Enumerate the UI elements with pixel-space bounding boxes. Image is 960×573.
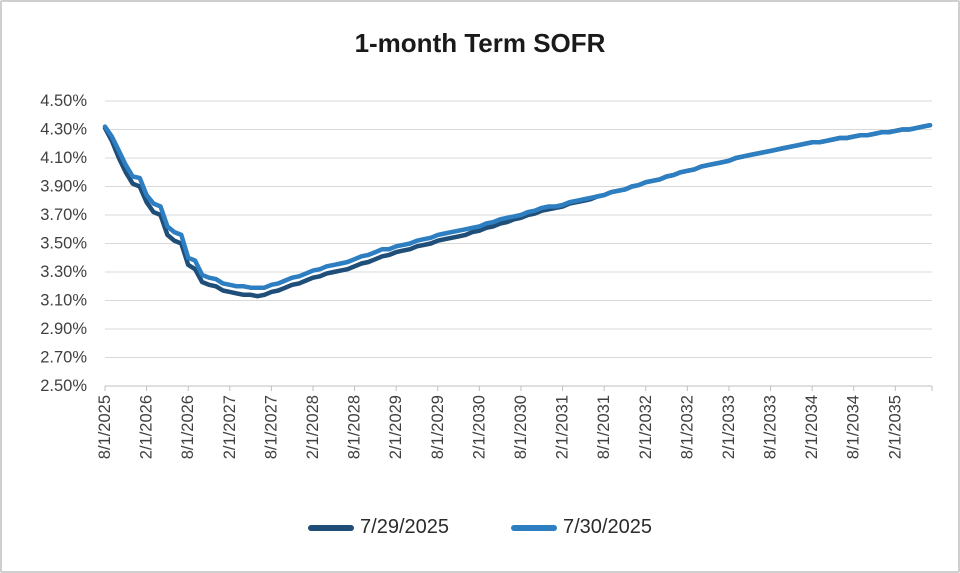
x-axis-label: 2/1/2032 xyxy=(637,395,655,459)
legend: 7/29/2025 7/30/2025 xyxy=(2,516,958,539)
chart-title: 1-month Term SOFR xyxy=(354,28,606,58)
x-axis-label: 8/1/2028 xyxy=(346,395,364,459)
x-axis-label: 2/1/2030 xyxy=(470,395,488,459)
y-axis-label: 4.10% xyxy=(40,149,87,167)
y-axis-label: 4.30% xyxy=(40,121,87,139)
x-axis-label: 8/1/2029 xyxy=(429,395,447,459)
x-axis-label: 8/1/2025 xyxy=(96,395,114,459)
legend-item-7-30-2025: 7/30/2025 xyxy=(511,516,652,539)
y-axis-label: 2.70% xyxy=(40,349,87,367)
legend-item-7-29-2025: 7/29/2025 xyxy=(308,516,449,539)
x-axis-label: 2/1/2033 xyxy=(720,395,738,459)
x-axis-label: 8/1/2031 xyxy=(595,395,613,459)
x-axis-label: 2/1/2029 xyxy=(387,395,405,459)
y-axis-label: 2.90% xyxy=(40,320,87,338)
x-axis-label: 8/1/2030 xyxy=(512,395,530,459)
y-axis-label: 3.90% xyxy=(40,178,87,196)
x-axis-label: 2/1/2026 xyxy=(138,395,156,459)
x-axis-label: 8/1/2027 xyxy=(262,395,280,459)
legend-swatch-dark-blue xyxy=(308,524,355,531)
legend-swatch-light-blue xyxy=(511,524,557,531)
x-axis-label: 2/1/2031 xyxy=(554,395,572,459)
legend-label: 7/30/2025 xyxy=(563,516,652,538)
x-axis-label: 8/1/2032 xyxy=(678,395,696,459)
series-line-7-29-2025 xyxy=(102,122,933,299)
y-axis-label: 4.50% xyxy=(40,92,87,110)
y-axis-label: 3.50% xyxy=(40,235,87,253)
x-axis-label: 2/1/2034 xyxy=(803,395,821,459)
y-axis-label: 3.10% xyxy=(40,292,87,310)
y-axis-label: 3.30% xyxy=(40,263,87,281)
y-axis-label: 3.70% xyxy=(40,206,87,224)
x-axis-label: 8/1/2033 xyxy=(762,395,780,459)
x-axis-label: 2/1/2035 xyxy=(886,395,904,459)
series-line-7-30-2025 xyxy=(102,122,933,290)
legend-label: 7/29/2025 xyxy=(360,516,449,538)
x-axis-label: 2/1/2028 xyxy=(304,395,322,459)
x-axis-label: 2/1/2027 xyxy=(221,395,239,459)
y-axis-label: 2.50% xyxy=(40,377,87,395)
x-axis-label: 8/1/2034 xyxy=(845,395,863,459)
x-axis-label: 8/1/2026 xyxy=(179,395,197,459)
